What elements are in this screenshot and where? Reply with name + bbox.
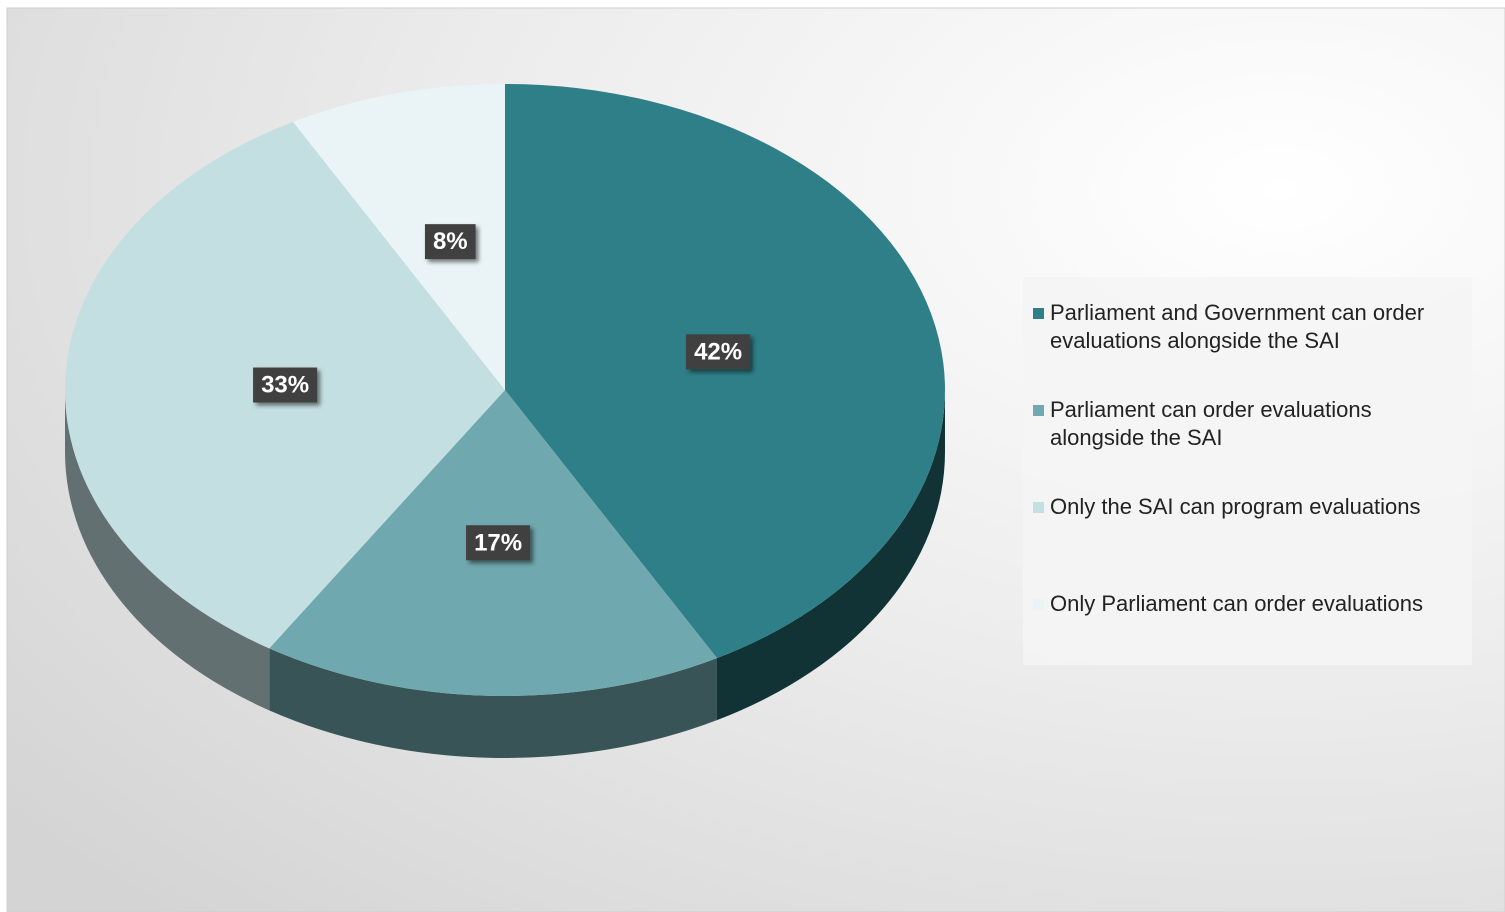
legend-label: Parliament can order evaluations alongsi… — [1050, 397, 1372, 450]
slice — [293, 84, 505, 390]
slice — [505, 84, 946, 659]
slice-side — [716, 390, 945, 721]
legend-item: Only the SAI can program evaluations — [1033, 493, 1464, 590]
data-label-box — [424, 224, 476, 260]
data-label: 8% — [433, 228, 468, 255]
data-label: 17% — [474, 529, 522, 556]
data-label-box — [686, 334, 751, 370]
data-label: 42% — [694, 338, 742, 365]
legend-swatch — [1033, 599, 1044, 610]
legend-item: Parliament can order evaluations alongsi… — [1033, 396, 1464, 493]
legend-item: Parliament and Government can order eval… — [1033, 299, 1464, 396]
legend: Parliament and Government can order eval… — [1023, 277, 1472, 665]
legend-label: Parliament and Government can order eval… — [1050, 300, 1425, 353]
data-label-box — [466, 525, 531, 561]
data-label: 33% — [261, 372, 309, 399]
data-label-box — [253, 367, 318, 403]
legend-label: Only the SAI can program evaluations — [1050, 494, 1421, 519]
legend-label: Only Parliament can order evaluations — [1050, 591, 1423, 616]
legend-swatch — [1033, 502, 1044, 513]
legend-item: Only Parliament can order evaluations — [1033, 590, 1464, 687]
legend-swatch — [1033, 405, 1044, 416]
legend-swatch — [1033, 308, 1044, 319]
slice-side — [65, 390, 270, 711]
slice-side — [269, 648, 717, 759]
pie: 42% 17% 33% 8% — [64, 84, 946, 759]
